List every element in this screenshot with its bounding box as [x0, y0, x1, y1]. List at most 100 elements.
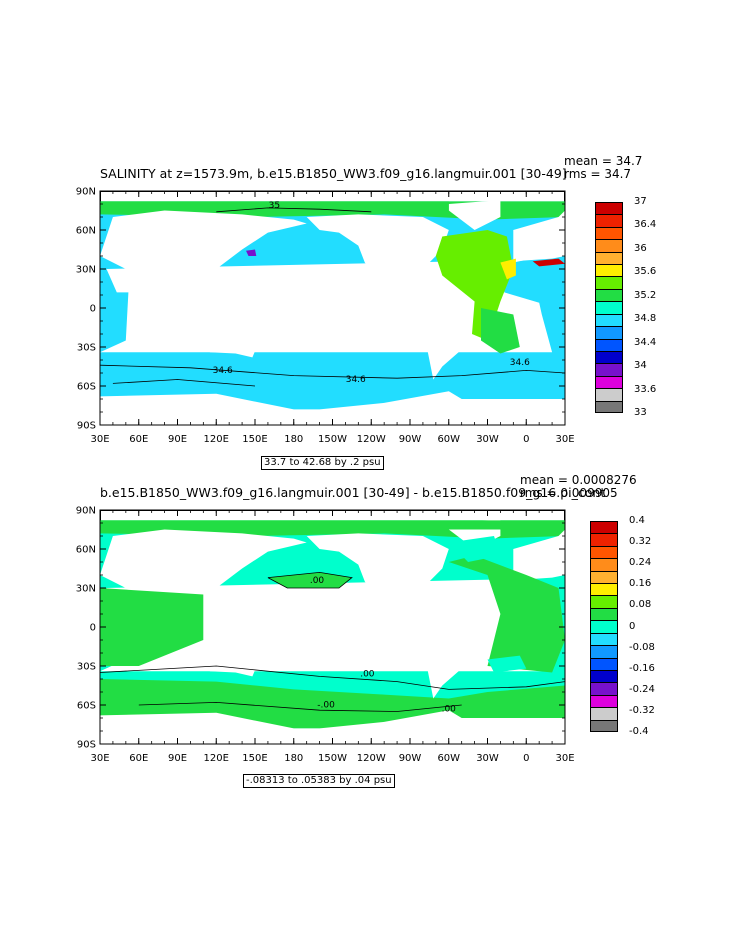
contour-00-acc — [138, 701, 462, 712]
map-border — [99, 509, 566, 745]
contour-label-0: 35 — [269, 201, 280, 211]
north-atlantic-cyan — [448, 536, 501, 562]
y-tick-label: 0 — [90, 304, 96, 315]
mediterranean-outflow — [500, 258, 516, 280]
map-border — [99, 190, 566, 426]
contour-label-3: .00 — [442, 705, 457, 715]
colorbar-label: 34.4 — [634, 336, 657, 348]
land-australia — [207, 322, 259, 358]
colorbar-swatch — [590, 558, 618, 572]
colorbar-label: 0.08 — [629, 599, 652, 611]
colorbar-swatch — [595, 214, 623, 228]
colorbar-swatch — [590, 533, 618, 547]
x-tick-label: 180 — [284, 753, 303, 764]
x-tick-label: 60W — [437, 753, 460, 764]
land-south-america — [422, 614, 481, 699]
mediterranean-red — [532, 258, 565, 267]
x-tick-label: 150E — [242, 753, 267, 764]
land-antarctica — [100, 391, 565, 425]
x-tick-label: 120E — [204, 434, 229, 445]
contour-label-2: 34.6 — [346, 375, 366, 385]
x-tick-label: 60W — [437, 434, 460, 445]
y-tick-label: 90N — [76, 187, 96, 198]
land-europe — [513, 210, 565, 262]
colorbar-swatch — [595, 301, 623, 315]
panel-1-range-note: 33.7 to 42.68 by .2 psu — [261, 456, 384, 470]
colorbar-swatch — [590, 607, 618, 621]
colorbar-swatch — [590, 595, 618, 609]
colorbar-label: 0.4 — [629, 515, 645, 526]
x-tick-label: 30W — [476, 753, 499, 764]
colorbar-label: 37 — [634, 196, 647, 207]
colorbar-label: 35.2 — [634, 289, 657, 301]
contour-label-3: 34.6 — [510, 358, 530, 368]
pacific-anomaly — [246, 249, 257, 256]
contour-35 — [216, 207, 372, 213]
colorbar-swatch — [590, 707, 618, 721]
panel-2-range-note: -.08313 to .05383 by .04 psu — [243, 774, 395, 788]
y-tick-label: 60N — [76, 545, 96, 556]
colorbar-label: 34.8 — [634, 313, 657, 325]
y-tick-label: 90S — [77, 740, 96, 751]
contour-label-2: -.00 — [317, 701, 335, 711]
arctic-green-cap — [100, 520, 565, 530]
colorbar-swatch — [590, 719, 618, 733]
colorbar-swatch — [595, 400, 623, 414]
colorbar-swatch — [590, 570, 618, 584]
panel-2-colorbar — [590, 521, 618, 733]
atlantic-green — [448, 555, 565, 673]
y-tick-label: 90S — [77, 421, 96, 432]
y-tick-label: 30N — [76, 265, 96, 276]
x-tick-label: 30E — [90, 434, 109, 445]
colorbar-swatch — [595, 338, 623, 352]
x-tick-label: 150E — [242, 434, 267, 445]
y-tick-label: 60S — [77, 701, 96, 712]
x-tick-label: 30W — [476, 434, 499, 445]
land-australia — [207, 641, 259, 677]
colorbar-swatch — [590, 682, 618, 696]
south-atlantic-band — [481, 308, 520, 354]
colorbar-swatch — [595, 350, 623, 364]
x-tick-label: 30E — [555, 434, 574, 445]
y-tick-label: 90N — [76, 506, 96, 517]
colorbar-swatch — [595, 226, 623, 240]
colorbar-swatch — [595, 264, 623, 277]
colorbar-swatch — [595, 363, 623, 377]
colorbar-swatch — [590, 583, 618, 596]
colorbar-label: -0.4 — [629, 726, 649, 737]
y-tick-label: 60S — [77, 382, 96, 393]
contour-label-0: .00 — [310, 576, 325, 586]
contour-00-south — [99, 665, 566, 690]
colorbar-label: -0.32 — [629, 704, 655, 716]
colorbar-label: -0.16 — [629, 662, 655, 674]
x-tick-label: 150W — [318, 434, 347, 445]
colorbar-label: 35.6 — [634, 266, 657, 278]
land-india — [151, 279, 175, 298]
contour-34.6-acc — [112, 379, 256, 387]
x-tick-label: 90E — [168, 434, 187, 445]
contour-label-1: 34.6 — [213, 366, 233, 376]
colorbar-swatch — [595, 251, 623, 265]
colorbar-label: 0 — [629, 620, 636, 632]
land-south-america — [422, 295, 481, 380]
y-tick-label: 0 — [90, 623, 96, 634]
south-atlantic-cyan — [487, 655, 527, 673]
x-tick-label: 120W — [357, 753, 386, 764]
x-tick-label: 30E — [555, 753, 574, 764]
colorbar-label: 36.4 — [634, 219, 657, 231]
colorbar-swatch — [590, 669, 618, 683]
panel-2-title: b.e15.B1850_WW3.f09_g16.langmuir.001 [30… — [100, 485, 606, 500]
colorbar-label: 36 — [634, 242, 647, 254]
y-tick-label: 30S — [77, 343, 96, 354]
y-tick-label: 60N — [76, 226, 96, 237]
contour-34.6-south — [99, 364, 566, 379]
panel-1-colorbar — [595, 202, 623, 414]
x-tick-label: 60E — [129, 434, 148, 445]
x-tick-label: 120E — [204, 753, 229, 764]
colorbar-label: -0.08 — [629, 641, 655, 653]
indian-green — [100, 588, 204, 666]
colorbar-swatch — [595, 288, 623, 302]
land-europe — [513, 529, 565, 581]
